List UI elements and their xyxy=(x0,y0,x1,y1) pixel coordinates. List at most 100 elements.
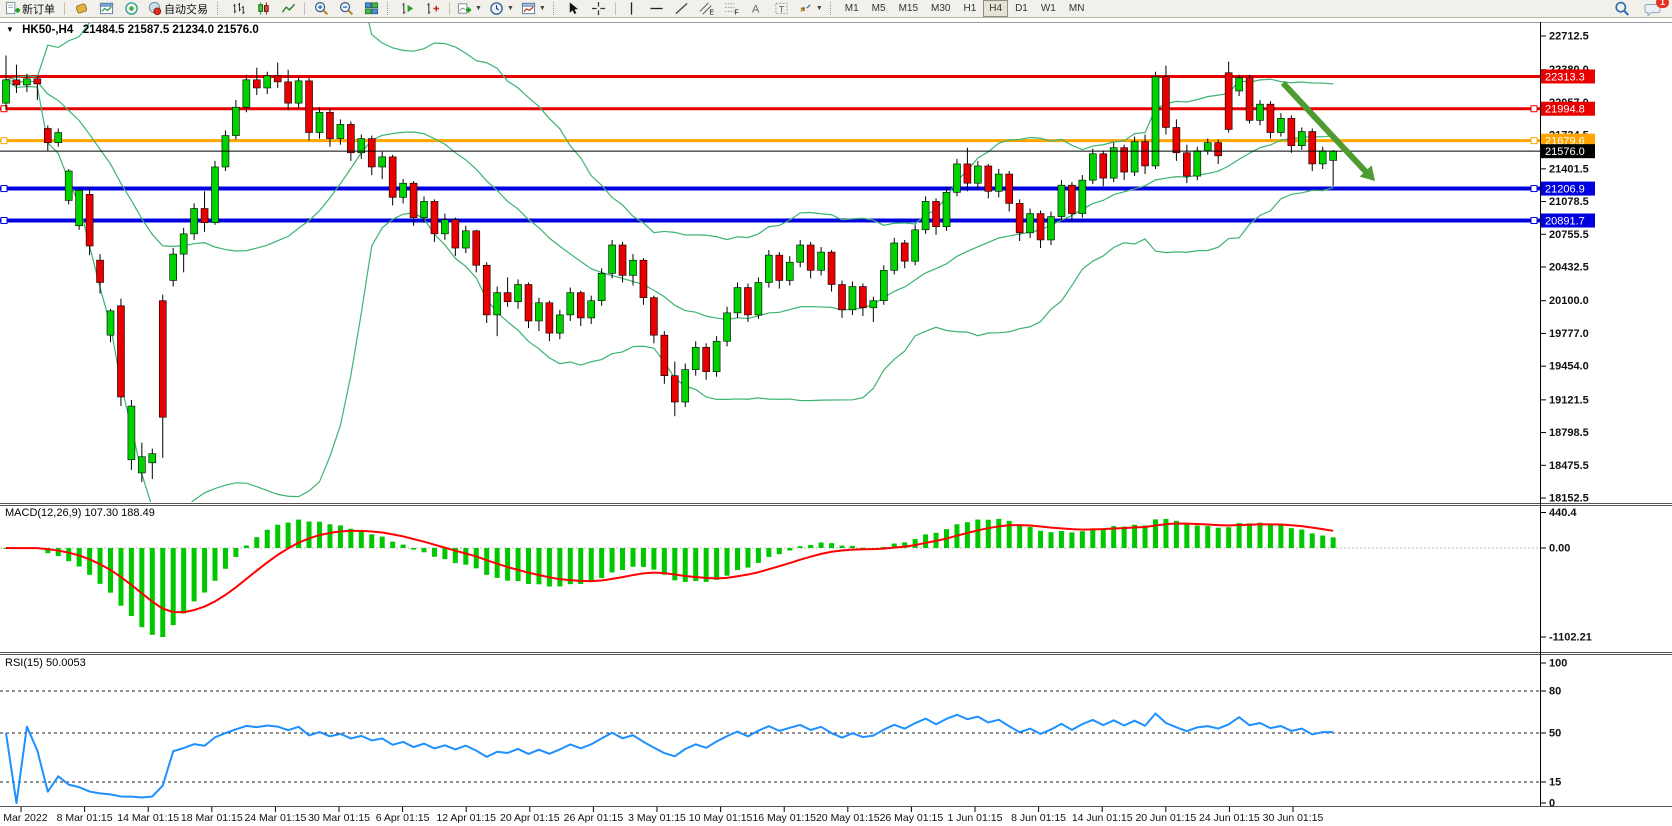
macd-histogram-bar xyxy=(45,548,51,554)
timeframe-mn[interactable]: MN xyxy=(1068,3,1085,14)
macd-histogram-bar xyxy=(526,548,531,584)
timeframe-d1[interactable]: D1 xyxy=(1015,3,1028,14)
price-axis-label: 19454.0 xyxy=(1549,361,1589,373)
macd-histogram-bar xyxy=(400,544,406,548)
time-axis-label: 1 Jun 01:15 xyxy=(948,812,1003,824)
clock-icon xyxy=(490,2,503,15)
line-chart-mode-button[interactable] xyxy=(276,0,300,18)
macd-histogram-bar xyxy=(369,534,375,548)
price-tag xyxy=(1541,69,1595,84)
line-handle[interactable] xyxy=(0,105,8,113)
chart-ohlc-values: 21484.5 21587.5 21234.0 21576.0 xyxy=(82,24,259,36)
macd-histogram-bar xyxy=(128,548,134,617)
macd-histogram-bar xyxy=(1267,524,1273,548)
macd-histogram-bar xyxy=(243,545,249,548)
line-handle[interactable] xyxy=(1530,185,1538,193)
timeframe-m5[interactable]: M5 xyxy=(871,3,886,14)
trendline-tool-button[interactable] xyxy=(670,0,694,18)
line-handle[interactable] xyxy=(0,216,8,224)
timeframe-h1[interactable]: H1 xyxy=(963,3,977,14)
chart-forward-button[interactable] xyxy=(396,0,420,18)
timeframe-w1[interactable]: W1 xyxy=(1040,3,1056,14)
chart-shift-button[interactable] xyxy=(421,0,445,18)
templates-button[interactable]: ▼ xyxy=(518,0,549,18)
crosshair-icon xyxy=(592,1,606,16)
macd-histogram-bar xyxy=(233,548,239,557)
macd-histogram-bar xyxy=(829,543,835,548)
macd-histogram-bar xyxy=(1079,531,1085,548)
price-tag-label: 21994.8 xyxy=(1545,104,1585,116)
time-axis-label: 10 May 01:15 xyxy=(689,812,753,824)
macd-histogram-bar xyxy=(557,548,563,587)
macd-histogram-bar xyxy=(1132,524,1138,548)
trend-arrow[interactable] xyxy=(1280,80,1375,181)
signals-button[interactable] xyxy=(119,0,143,18)
timeframe-h4[interactable]: H4 xyxy=(983,0,1009,17)
macd-histogram-bar xyxy=(985,519,991,548)
text-label-icon: T xyxy=(775,2,788,14)
arrows-tool-button[interactable]: ▼ xyxy=(795,0,826,18)
line-handle[interactable] xyxy=(1530,216,1538,224)
rsi-axis-label: 100 xyxy=(1549,658,1567,670)
time-axis-label: 20 Apr 01:15 xyxy=(500,812,560,824)
chart-title: ▼ HK50-,H4 21484.5 21587.5 21234.0 21576… xyxy=(6,24,259,36)
market-watch-button[interactable] xyxy=(94,0,118,18)
fibonacci-tool-button[interactable]: F xyxy=(720,0,744,18)
line-handle[interactable] xyxy=(0,185,8,193)
crosshair-tool-button[interactable] xyxy=(587,0,611,18)
text-label-tool-button[interactable]: T xyxy=(770,0,794,18)
macd-histogram-bar xyxy=(1299,529,1305,548)
search-button[interactable] xyxy=(1610,0,1634,18)
time-axis-label: 6 Apr 01:15 xyxy=(376,812,430,824)
horizontal-line-tool-button[interactable] xyxy=(645,0,669,18)
macd-histogram-bar xyxy=(787,548,793,551)
price-axis-label: 18475.5 xyxy=(1549,460,1589,472)
macd-histogram-bar xyxy=(264,529,270,548)
indicators-button[interactable]: ▼ xyxy=(454,0,485,18)
tile-windows-button[interactable] xyxy=(359,0,383,18)
price-axis-label: 18152.5 xyxy=(1549,493,1589,505)
new-order-button[interactable]: 新订单 xyxy=(2,0,60,18)
macd-axis-label: 0.00 xyxy=(1549,543,1570,555)
channel-icon: E xyxy=(699,2,714,16)
equidistant-channel-tool-button[interactable]: E xyxy=(695,0,719,18)
macd-histogram-bar xyxy=(902,542,908,548)
timeframe-m30[interactable]: M30 xyxy=(931,3,951,14)
line-handle[interactable] xyxy=(1530,105,1538,113)
macd-histogram-bar xyxy=(546,548,552,587)
bollinger-bands-layer xyxy=(5,23,1334,502)
line-handle[interactable] xyxy=(1530,137,1538,145)
macd-histogram-bar xyxy=(567,548,573,585)
candlestick-mode-button[interactable] xyxy=(251,0,275,18)
zoom-in-button[interactable] xyxy=(309,0,333,18)
rsi-line xyxy=(5,712,1334,804)
highlight-button[interactable] xyxy=(69,0,93,18)
macd-histogram-bar xyxy=(97,548,103,584)
macd-histogram-bar xyxy=(452,548,458,564)
timeframe-m1[interactable]: M1 xyxy=(844,3,859,14)
price-axis-label: 20432.5 xyxy=(1549,262,1589,274)
text-tool-button[interactable]: A xyxy=(745,0,769,18)
macd-histogram-bar xyxy=(463,548,469,565)
auto-trading-button[interactable]: 自动交易 xyxy=(144,0,213,18)
trendline-icon xyxy=(675,2,688,15)
timeframe-m15[interactable]: M15 xyxy=(898,3,919,14)
chart-menu-arrow-icon[interactable]: ▼ xyxy=(6,25,14,34)
chart-window-icon xyxy=(99,2,113,15)
macd-histogram-bar xyxy=(1257,522,1263,548)
cursor-tool-button[interactable] xyxy=(562,0,586,18)
zoom-out-button[interactable] xyxy=(334,0,358,18)
rsi-label: RSI(15) 50.0053 xyxy=(5,657,86,669)
macd-histogram-bar xyxy=(1153,519,1158,548)
periods-button[interactable]: ▼ xyxy=(486,0,517,18)
macd-histogram-bar xyxy=(1111,526,1117,548)
notifications-button[interactable]: 1 xyxy=(1640,0,1669,18)
macd-histogram-bar xyxy=(55,548,61,557)
vertical-line-tool-button[interactable] xyxy=(620,0,644,18)
macd-histogram-bar xyxy=(1173,520,1179,548)
macd-histogram-bar xyxy=(797,546,803,548)
line-handle[interactable] xyxy=(0,137,8,145)
bar-chart-mode-button[interactable] xyxy=(226,0,250,18)
price-tag-label: 21576.0 xyxy=(1545,146,1585,158)
